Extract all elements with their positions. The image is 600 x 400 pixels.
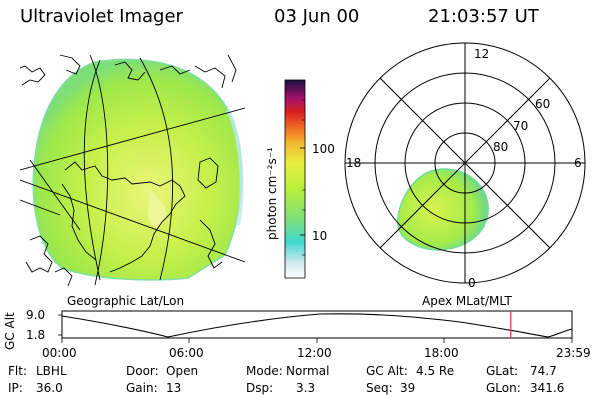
colorbar-unit-label: photon cm⁻²s⁻¹ bbox=[265, 147, 279, 240]
mlt-label-0: 0 bbox=[468, 276, 476, 290]
lat-label-80: 80 bbox=[493, 140, 509, 154]
observation-date: 03 Jun 00 bbox=[274, 6, 360, 27]
lat-lon-grid bbox=[20, 54, 245, 286]
polar-mlat-mlt-plot bbox=[344, 42, 586, 284]
time-tick-0600: 06:00 bbox=[169, 346, 204, 360]
emission-bright-streak bbox=[148, 190, 167, 228]
observation-time: 21:03:57 UT bbox=[428, 6, 539, 27]
glon-label: GLon: bbox=[486, 381, 521, 395]
altitude-tick-max: 9.0 bbox=[26, 308, 46, 322]
colorbar-tick-100: 100 bbox=[312, 142, 335, 156]
emission-limb-edge bbox=[226, 109, 244, 226]
glon-value: 341.6 bbox=[530, 381, 565, 395]
altitude-axis-label: GC Alt bbox=[3, 312, 17, 350]
ip-value: 36.0 bbox=[36, 381, 63, 395]
glat-value: 74.7 bbox=[530, 364, 557, 378]
glat-label: GLat: bbox=[486, 364, 519, 378]
dsp-value: 3.3 bbox=[296, 381, 316, 395]
door-label: Door: bbox=[126, 364, 159, 378]
altitude-curve bbox=[61, 313, 573, 338]
altitude-plot bbox=[58, 310, 573, 343]
seq-label: Seq: bbox=[366, 381, 393, 395]
mode-value: Normal bbox=[286, 364, 330, 378]
time-tick-1800: 18:00 bbox=[424, 346, 459, 360]
left-panel-label: Geographic Lat/Lon bbox=[67, 294, 185, 308]
mlt-label-6: 6 bbox=[574, 156, 582, 170]
seq-value: 39 bbox=[400, 381, 416, 395]
door-value: Open bbox=[166, 364, 199, 378]
time-tick-0000: 00:00 bbox=[42, 346, 77, 360]
lat-label-60: 60 bbox=[535, 97, 551, 111]
dsp-label: Dsp: bbox=[246, 381, 274, 395]
instrument-title: Ultraviolet Imager bbox=[20, 6, 183, 27]
altitude-tick-min: 1.8 bbox=[26, 328, 46, 342]
gc-alt-value: 4.5 Re bbox=[416, 364, 455, 378]
mlt-label-12: 12 bbox=[474, 47, 490, 61]
auroral-emission-region bbox=[32, 58, 243, 281]
colorbar-tick-10: 10 bbox=[312, 229, 328, 243]
geographic-image-panel bbox=[20, 54, 245, 287]
ip-label: IP: bbox=[8, 381, 23, 395]
lat-lon-grid bbox=[20, 59, 101, 281]
polar-auroral-oval bbox=[397, 168, 489, 251]
time-tick-1200: 12:00 bbox=[297, 346, 332, 360]
lat-label-70: 70 bbox=[513, 119, 529, 133]
right-panel-label: Apex MLat/MLT bbox=[422, 294, 512, 308]
gain-value: 13 bbox=[166, 381, 182, 395]
filter-value: LBHL bbox=[36, 364, 67, 378]
gain-label: Gain: bbox=[126, 381, 158, 395]
gc-alt-label: GC Alt: bbox=[366, 364, 408, 378]
filter-label: Flt: bbox=[8, 364, 27, 378]
intensity-colorbar bbox=[284, 79, 306, 279]
coastline bbox=[61, 157, 219, 273]
time-tick-2359: 23:59 bbox=[556, 346, 591, 360]
mode-label: Mode: bbox=[246, 364, 283, 378]
coastline bbox=[20, 54, 237, 89]
mlt-label-18: 18 bbox=[346, 156, 362, 170]
